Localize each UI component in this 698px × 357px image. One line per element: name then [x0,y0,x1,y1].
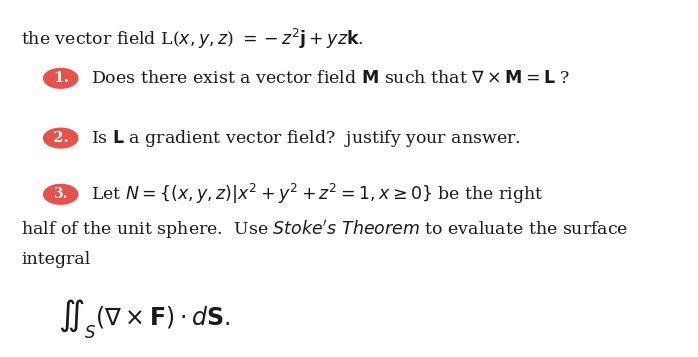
Text: half of the unit sphere.  Use $\mathit{Stoke's\ Theorem}$ to evaluate the surfac: half of the unit sphere. Use $\mathit{St… [21,218,628,241]
Text: integral: integral [21,251,90,268]
Circle shape [44,185,77,204]
Circle shape [44,69,77,88]
Text: 2.: 2. [53,131,68,145]
Text: Let $N = \{(x, y, z)|x^2 + y^2 + z^2 = 1, x \geq 0\}$ be the right: Let $N = \{(x, y, z)|x^2 + y^2 + z^2 = 1… [91,182,544,206]
Circle shape [44,128,77,148]
Text: Is $\mathbf{L}$ a gradient vector field?  justify your answer.: Is $\mathbf{L}$ a gradient vector field?… [91,127,521,149]
Text: the vector field L($x, y, z$) $= -z^2\mathbf{j} + yz\mathbf{k}$.: the vector field L($x, y, z$) $= -z^2\ma… [21,27,364,51]
Text: Does there exist a vector field $\mathbf{M}$ such that $\nabla \times \mathbf{M}: Does there exist a vector field $\mathbf… [91,70,570,87]
Text: $\iint_S (\nabla \times \mathbf{F}) \cdot d\mathbf{S}.$: $\iint_S (\nabla \times \mathbf{F}) \cdo… [58,297,230,341]
Text: 3.: 3. [54,187,68,201]
Text: 1.: 1. [53,71,68,85]
